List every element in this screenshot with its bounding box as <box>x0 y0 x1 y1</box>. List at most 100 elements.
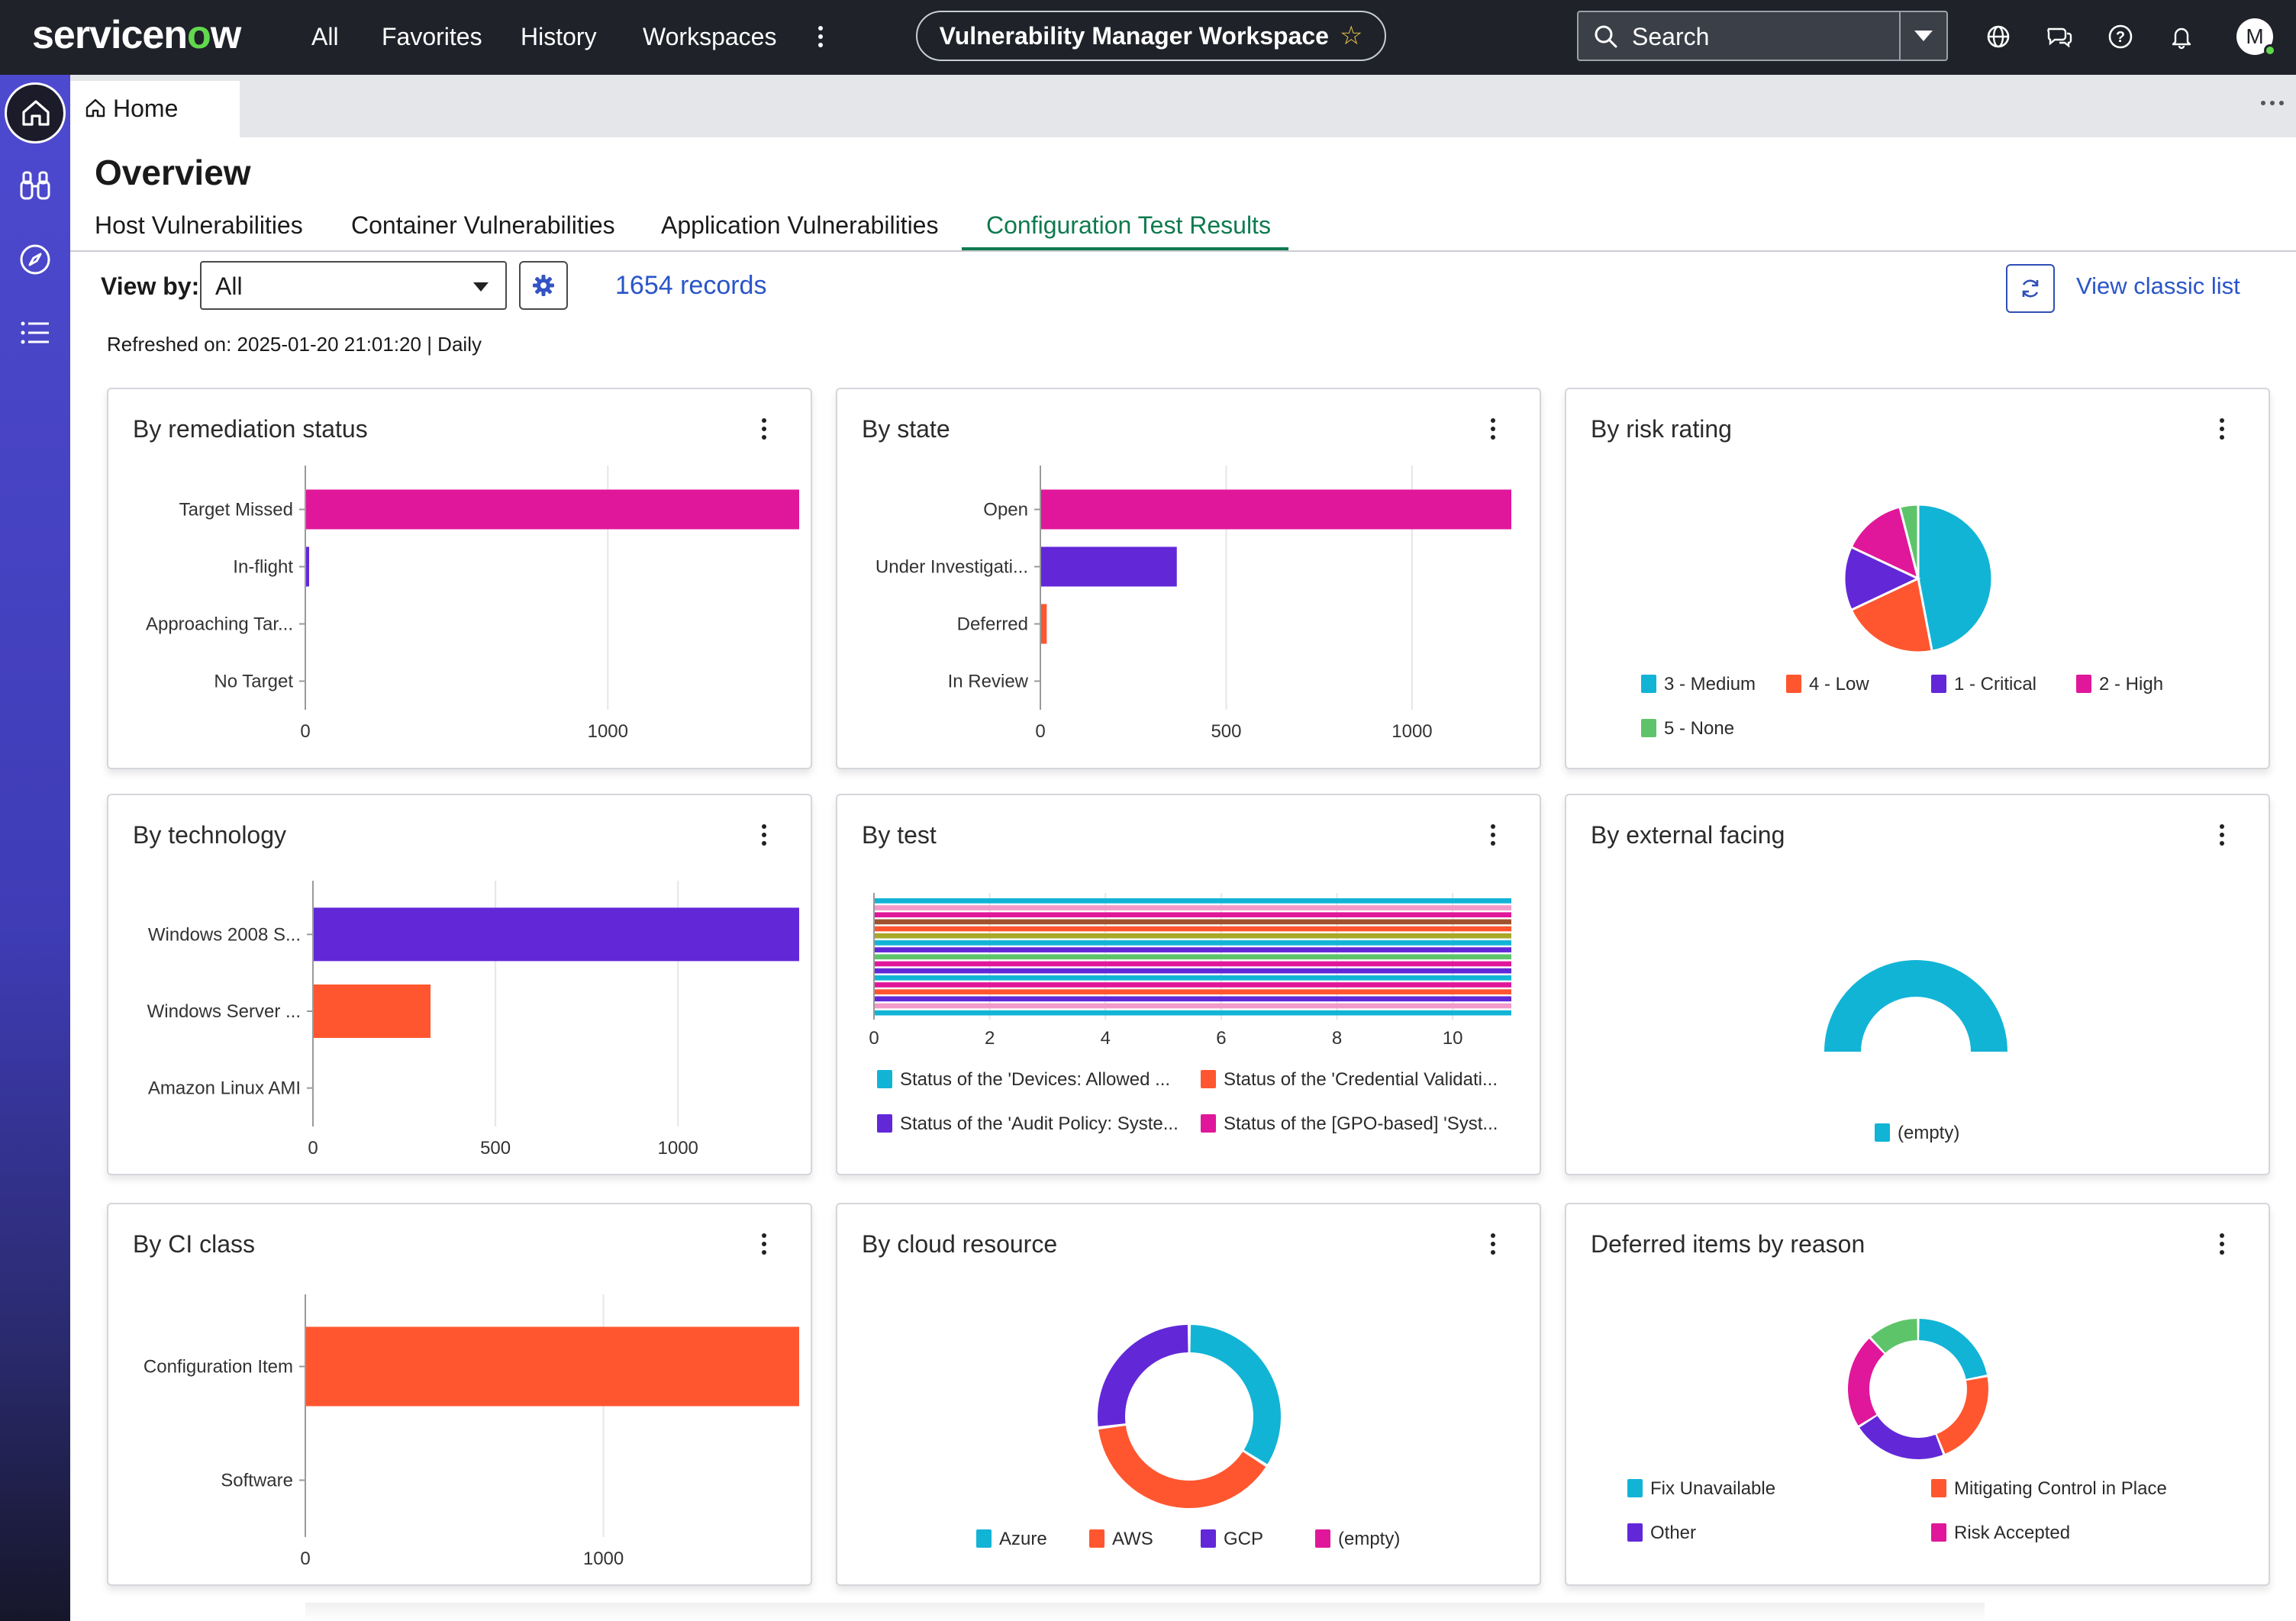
pie-slice[interactable] <box>1871 1319 1917 1353</box>
bar[interactable] <box>875 947 1511 952</box>
legend-item[interactable]: 3 - Medium <box>1641 673 1756 696</box>
legend-item[interactable]: 2 - High <box>2076 673 2163 696</box>
nav-history[interactable]: History <box>521 23 597 50</box>
legend-item[interactable]: Status of the 'Devices: Allowed ... <box>877 1068 1170 1091</box>
help-icon[interactable]: ? <box>2105 21 2136 52</box>
bar[interactable] <box>875 975 1511 981</box>
legend-item[interactable]: Other <box>1627 1522 1696 1545</box>
bar[interactable] <box>875 954 1511 960</box>
legend-item[interactable]: Risk Accepted <box>1931 1522 2070 1545</box>
bar[interactable] <box>875 926 1511 932</box>
legend-item[interactable]: GCP <box>1201 1528 1263 1551</box>
bar[interactable] <box>875 940 1511 946</box>
remediation-status-chart: 0 1000 Target Missed In-flight Approaching T… <box>146 466 799 742</box>
pie-slice[interactable] <box>1843 545 1921 612</box>
pie-slice[interactable] <box>1919 1319 1988 1379</box>
legend-item[interactable]: Mitigating Control in Place <box>1931 1478 2167 1500</box>
bar[interactable] <box>875 912 1511 918</box>
pie-slice[interactable] <box>1098 1425 1266 1508</box>
legend-item[interactable]: Status of the 'Audit Policy: Syste... <box>877 1113 1179 1136</box>
bar[interactable] <box>875 1010 1511 1016</box>
nav-favorites[interactable]: Favorites <box>382 23 482 50</box>
tab-application-vulnerabilities[interactable]: Application Vulnerabilities <box>661 211 939 239</box>
card-menu-icon[interactable] <box>1489 1233 1497 1256</box>
tab-home[interactable]: Home <box>70 81 240 137</box>
bar[interactable] <box>875 961 1511 967</box>
user-avatar[interactable]: M <box>2236 18 2276 56</box>
search-scope-dropdown-icon[interactable] <box>1914 31 1933 41</box>
pie-slice[interactable] <box>1848 1339 1885 1426</box>
bar[interactable] <box>1041 489 1511 530</box>
legend-item[interactable]: Fix Unavailable <box>1627 1478 1775 1500</box>
card-menu-icon[interactable] <box>760 824 768 847</box>
pie-slice[interactable] <box>1917 503 1994 653</box>
bar[interactable] <box>875 905 1511 910</box>
compass-icon[interactable] <box>17 241 53 278</box>
card-menu-icon[interactable] <box>2218 1233 2226 1256</box>
legend-item[interactable]: Status of the [GPO-based] 'Syst... <box>1201 1113 1498 1136</box>
pie-slice[interactable] <box>1849 505 1920 581</box>
tab-host-vulnerabilities[interactable]: Host Vulnerabilities <box>95 211 303 239</box>
legend-item[interactable]: 1 - Critical <box>1931 673 2036 696</box>
tab-overflow-menu-icon[interactable] <box>2258 101 2288 108</box>
legend-item[interactable]: 4 - Low <box>1786 673 1869 696</box>
bar[interactable] <box>314 907 799 962</box>
card-menu-icon[interactable] <box>760 418 768 441</box>
card-menu-icon[interactable] <box>2218 824 2226 847</box>
card-menu-icon[interactable] <box>1489 824 1497 847</box>
bar[interactable] <box>306 1326 799 1407</box>
pie-slice[interactable] <box>1859 1416 1943 1459</box>
card-menu-icon[interactable] <box>2218 418 2226 441</box>
chat-icon[interactable] <box>2044 21 2075 52</box>
bar[interactable] <box>1041 546 1177 587</box>
workspace-pill[interactable]: Vulnerability Manager Workspace ☆ <box>916 11 1386 61</box>
refresh-button[interactable] <box>2006 264 2055 313</box>
list-icon[interactable] <box>17 314 53 351</box>
notifications-bell-icon[interactable] <box>2166 21 2197 52</box>
category-label: Windows Server ... <box>147 1001 301 1022</box>
x-tick-label: 0 <box>300 1548 310 1569</box>
legend-item[interactable]: 5 - None <box>1641 717 1734 740</box>
records-count-link[interactable]: 1654 records <box>615 271 767 300</box>
favorite-star-icon[interactable]: ☆ <box>1339 21 1363 50</box>
pie-slice[interactable] <box>1898 503 1920 579</box>
globe-icon[interactable] <box>1983 21 2014 52</box>
bar[interactable] <box>875 898 1511 904</box>
pie-slice[interactable] <box>1936 1377 1988 1454</box>
pie-slice[interactable] <box>1849 576 1933 654</box>
bar[interactable] <box>875 989 1511 994</box>
binoculars-icon[interactable] <box>17 168 53 205</box>
legend-item[interactable]: Status of the 'Credential Validati... <box>1201 1068 1498 1091</box>
card-menu-icon[interactable] <box>1489 418 1497 441</box>
category-label: In Review <box>948 672 1029 692</box>
view-classic-list-link[interactable]: View classic list <box>2076 272 2240 299</box>
nav-workspaces[interactable]: Workspaces <box>643 23 777 50</box>
global-search[interactable]: Search <box>1577 11 1948 61</box>
servicenow-logo[interactable]: servicenow <box>32 13 241 57</box>
bar[interactable] <box>875 996 1511 1002</box>
tab-container-vulnerabilities[interactable]: Container Vulnerabilities <box>351 211 615 239</box>
pie-slice[interactable] <box>1190 1325 1281 1465</box>
bar[interactable] <box>875 982 1511 988</box>
view-by-select[interactable]: All <box>200 261 507 310</box>
bar[interactable] <box>306 489 799 530</box>
gauge-arc[interactable] <box>1824 960 2007 1052</box>
bar[interactable] <box>1041 604 1047 644</box>
more-menu-icon[interactable] <box>811 20 832 53</box>
legend-item[interactable]: (empty) <box>1315 1528 1400 1551</box>
tab-configuration-test-results[interactable]: Configuration Test Results <box>986 211 1271 239</box>
bar[interactable] <box>875 968 1511 974</box>
settings-button[interactable] <box>519 261 568 310</box>
bar[interactable] <box>875 1003 1511 1009</box>
pie-slice[interactable] <box>1098 1325 1188 1426</box>
bar[interactable] <box>306 546 309 587</box>
bar[interactable] <box>875 933 1511 939</box>
rail-home-button[interactable] <box>5 82 66 143</box>
card-menu-icon[interactable] <box>760 1233 768 1256</box>
nav-all[interactable]: All <box>311 23 339 50</box>
bar[interactable] <box>875 919 1511 925</box>
bar[interactable] <box>314 985 431 1038</box>
legend-item[interactable]: Azure <box>976 1528 1047 1551</box>
legend-item[interactable]: (empty) <box>1875 1122 1959 1145</box>
legend-item[interactable]: AWS <box>1089 1528 1153 1551</box>
